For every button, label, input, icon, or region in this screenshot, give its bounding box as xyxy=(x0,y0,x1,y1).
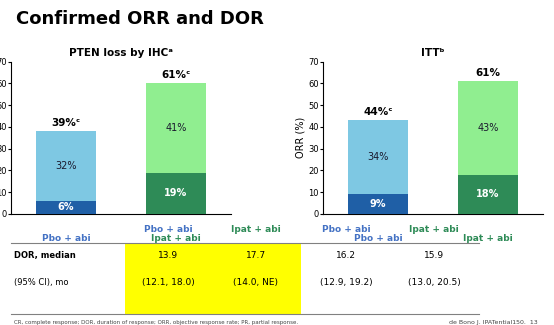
Text: Ipat + abi: Ipat + abi xyxy=(151,234,201,243)
Bar xyxy=(348,120,408,194)
Text: Pbo + abi: Pbo + abi xyxy=(354,234,402,243)
FancyBboxPatch shape xyxy=(125,243,301,314)
Text: Ipat + abi: Ipat + abi xyxy=(463,234,513,243)
Text: Confirmed ORR and DOR: Confirmed ORR and DOR xyxy=(17,10,264,28)
Text: 32%: 32% xyxy=(55,161,77,171)
Text: 39%ᶜ: 39%ᶜ xyxy=(52,118,80,128)
Text: 41%: 41% xyxy=(165,123,187,133)
Bar xyxy=(146,173,206,214)
Bar xyxy=(146,83,206,173)
Text: 9%: 9% xyxy=(370,199,386,209)
Text: (95% CI), mo: (95% CI), mo xyxy=(14,278,68,287)
Text: 16.2: 16.2 xyxy=(336,251,356,260)
Text: 18%: 18% xyxy=(476,189,500,199)
Text: CR, complete response; DOR, duration of response; ORR, objective response rate; : CR, complete response; DOR, duration of … xyxy=(14,320,298,325)
Text: Pbo + abi: Pbo + abi xyxy=(322,225,371,234)
Text: Pbo + abi: Pbo + abi xyxy=(143,225,192,234)
Text: 44%ᶜ: 44%ᶜ xyxy=(363,107,393,117)
Text: DOR, median: DOR, median xyxy=(14,251,75,260)
Text: Pbo + abi: Pbo + abi xyxy=(42,234,90,243)
Bar xyxy=(348,194,408,214)
Text: 34%: 34% xyxy=(367,152,389,162)
Text: 19%: 19% xyxy=(165,188,188,198)
Title: ITTᵇ: ITTᵇ xyxy=(421,48,445,58)
Bar xyxy=(36,131,96,201)
Text: (14.0, NE): (14.0, NE) xyxy=(233,278,278,287)
Text: 6%: 6% xyxy=(58,202,74,213)
Text: 61%: 61% xyxy=(475,68,500,78)
Title: PTEN loss by IHCᵃ: PTEN loss by IHCᵃ xyxy=(69,48,173,58)
Y-axis label: ORR (%): ORR (%) xyxy=(296,117,306,158)
Text: 13.9: 13.9 xyxy=(158,251,178,260)
Text: (12.9, 19.2): (12.9, 19.2) xyxy=(320,278,372,287)
Text: 15.9: 15.9 xyxy=(424,251,444,260)
Text: Ipat + abi: Ipat + abi xyxy=(231,225,281,234)
Text: Ipat + abi: Ipat + abi xyxy=(409,225,459,234)
Text: (12.1, 18.0): (12.1, 18.0) xyxy=(142,278,194,287)
Bar xyxy=(458,81,518,175)
Text: 17.7: 17.7 xyxy=(245,251,266,260)
Bar xyxy=(458,175,518,214)
Text: (13.0, 20.5): (13.0, 20.5) xyxy=(408,278,460,287)
Text: 61%ᶜ: 61%ᶜ xyxy=(161,70,191,80)
Bar xyxy=(36,201,96,214)
Text: 43%: 43% xyxy=(478,123,499,133)
Text: de Bono J. IPATential150.  13: de Bono J. IPATential150. 13 xyxy=(449,320,537,325)
